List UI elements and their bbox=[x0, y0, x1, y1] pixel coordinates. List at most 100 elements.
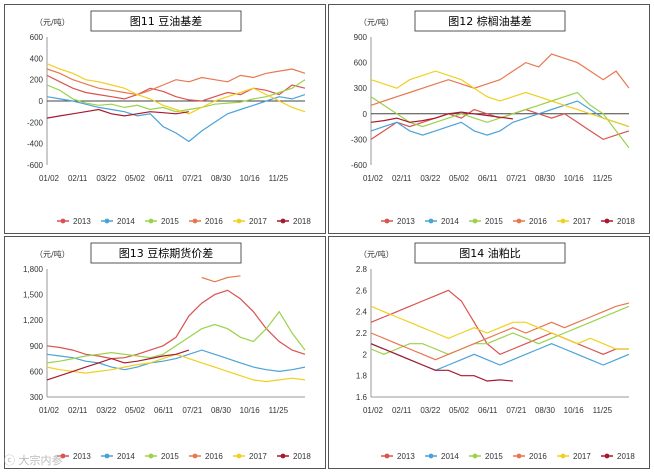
series-line-2015 bbox=[46, 79, 306, 113]
chart-title-box bbox=[414, 242, 566, 264]
series-line-2018 bbox=[46, 349, 190, 381]
series-line-2013 bbox=[46, 74, 306, 102]
legend-label: 2017 bbox=[249, 217, 267, 226]
legend-label: 2018 bbox=[293, 452, 311, 461]
legend-label: 2017 bbox=[573, 217, 591, 226]
legend-label: 2016 bbox=[205, 217, 223, 226]
legend-marker bbox=[384, 218, 390, 224]
legend-marker bbox=[516, 453, 522, 459]
legend-marker bbox=[604, 453, 610, 459]
y-unit-label: （元/吨） bbox=[359, 249, 394, 259]
y-tick-label: 0 bbox=[363, 110, 368, 119]
y-tick-label: 200 bbox=[30, 76, 44, 85]
x-tick-label: 06/11 bbox=[154, 406, 174, 415]
chart-panel-3: 图13 豆棕期货价差 （元/吨） 1,800 1,500 1,200 900 600 300 0… bbox=[4, 236, 326, 469]
legend-label: 2014 bbox=[117, 217, 135, 226]
y-tick-label: 1.8 bbox=[356, 372, 368, 381]
x-tick-label: 10/16 bbox=[564, 406, 585, 415]
y-tick-label: -200 bbox=[27, 118, 44, 127]
x-tick-label: 07/21 bbox=[182, 406, 203, 415]
x-tick-label: 03/22 bbox=[420, 406, 441, 415]
chart-svg: 图13 豆棕期货价差 （元/吨） 1,800 1,500 1,200 900 600 300 0… bbox=[23, 242, 311, 461]
x-tick-label: 06/11 bbox=[154, 174, 174, 183]
x-tick-label: 02/11 bbox=[68, 174, 88, 183]
x-tick-label: 11/25 bbox=[593, 174, 613, 183]
y-unit-label: （元/吨） bbox=[35, 17, 70, 27]
series-line-2014 bbox=[46, 94, 306, 143]
legend-marker bbox=[104, 218, 110, 224]
legend-marker bbox=[104, 453, 110, 459]
series-line-2018 bbox=[46, 108, 189, 119]
series-line-2014 bbox=[46, 349, 306, 373]
chart-title: 图14 油粕比 bbox=[459, 246, 521, 260]
y-tick-label: 2.8 bbox=[356, 265, 368, 274]
series-line-2013 bbox=[46, 289, 306, 360]
legend-marker bbox=[236, 218, 242, 224]
legend-marker bbox=[428, 453, 434, 459]
y-tick-label: 2.4 bbox=[356, 308, 368, 317]
legend-marker bbox=[560, 218, 566, 224]
y-tick-label: -300 bbox=[351, 135, 368, 144]
series-line-2017 bbox=[370, 305, 629, 350]
x-tick-label: 05/02 bbox=[449, 174, 470, 183]
chart-title: 图12 棕榈油基差 bbox=[448, 14, 532, 28]
y-tick-label: 2.6 bbox=[356, 286, 368, 295]
chart-svg: 图11 豆油基差 （元/吨） 600 400 200 0 -200 -400 -600 01/02… bbox=[27, 10, 311, 226]
legend-label: 2013 bbox=[73, 452, 91, 461]
chart-title: 图11 豆油基差 bbox=[130, 14, 203, 28]
legend-label: 2013 bbox=[397, 217, 415, 226]
series-line-2014 bbox=[370, 100, 630, 136]
chart-svg: 图12 棕榈油基差 （元/吨） 900 600 300 0 -300 -600 01/02 02/… bbox=[351, 10, 635, 226]
y-tick-label: 900 bbox=[354, 33, 368, 42]
legend-label: 2015 bbox=[161, 452, 179, 461]
y-tick-label: 900 bbox=[30, 342, 44, 351]
legend-label: 2015 bbox=[485, 452, 503, 461]
x-tick-label: 08/30 bbox=[211, 174, 232, 183]
legend-label: 2013 bbox=[73, 217, 91, 226]
x-tick-label: 05/02 bbox=[449, 406, 470, 415]
x-tick-label: 05/02 bbox=[125, 174, 146, 183]
y-unit-label: （元/吨） bbox=[35, 249, 70, 259]
chart-title-box bbox=[90, 10, 242, 32]
legend-marker bbox=[236, 453, 242, 459]
x-tick-label: 02/11 bbox=[392, 406, 412, 415]
legend-marker bbox=[384, 453, 390, 459]
y-tick-label: 1,500 bbox=[23, 291, 44, 300]
series-line-2016 bbox=[46, 68, 306, 96]
x-tick-label: 11/25 bbox=[269, 406, 289, 415]
x-tick-label: 08/30 bbox=[211, 406, 232, 415]
legend-marker bbox=[280, 218, 286, 224]
series-line-2018 bbox=[370, 111, 513, 123]
x-tick-label: 01/02 bbox=[363, 174, 384, 183]
x-tick-label: 10/16 bbox=[564, 174, 585, 183]
legend-marker bbox=[472, 453, 478, 459]
chart-title-box bbox=[414, 10, 566, 32]
chart-panel-4: 图14 油粕比 （元/吨） 2.8 2.6 2.4 2.2 2 1.8 1.6 01/02 02/1… bbox=[328, 236, 650, 469]
legend-label: 2014 bbox=[441, 452, 459, 461]
y-tick-label: 2.2 bbox=[356, 329, 368, 338]
x-tick-label: 06/11 bbox=[478, 406, 498, 415]
x-tick-label: 06/11 bbox=[478, 174, 498, 183]
legend-label: 2016 bbox=[205, 452, 223, 461]
chart-panel-1: 图11 豆油基差 （元/吨） 600 400 200 0 -200 -400 -600 01/02… bbox=[4, 4, 326, 234]
x-tick-label: 07/21 bbox=[506, 406, 527, 415]
series-line-2016 bbox=[370, 53, 630, 106]
y-tick-label: 1.6 bbox=[356, 393, 368, 402]
y-tick-label: 300 bbox=[354, 84, 368, 93]
x-tick-label: 02/11 bbox=[392, 174, 412, 183]
chart-panel-2: 图12 棕榈油基差 （元/吨） 900 600 300 0 -300 -600 01/02 02/… bbox=[328, 4, 650, 234]
x-tick-label: 08/30 bbox=[535, 174, 556, 183]
legend-marker bbox=[60, 218, 66, 224]
y-tick-label: 1,800 bbox=[23, 265, 44, 274]
chart-svg: 图14 油粕比 （元/吨） 2.8 2.6 2.4 2.2 2 1.8 1.6 01/02 02/1… bbox=[356, 242, 635, 461]
legend-marker bbox=[428, 218, 434, 224]
legend-marker bbox=[192, 453, 198, 459]
y-tick-label: 600 bbox=[30, 33, 44, 42]
x-tick-label: 03/22 bbox=[96, 174, 117, 183]
legend-marker bbox=[560, 453, 566, 459]
series-line-2015 bbox=[370, 305, 630, 355]
y-tick-label: 600 bbox=[30, 367, 44, 376]
legend-label: 2018 bbox=[617, 452, 635, 461]
x-tick-label: 01/02 bbox=[39, 174, 60, 183]
x-tick-label: 07/21 bbox=[506, 174, 527, 183]
